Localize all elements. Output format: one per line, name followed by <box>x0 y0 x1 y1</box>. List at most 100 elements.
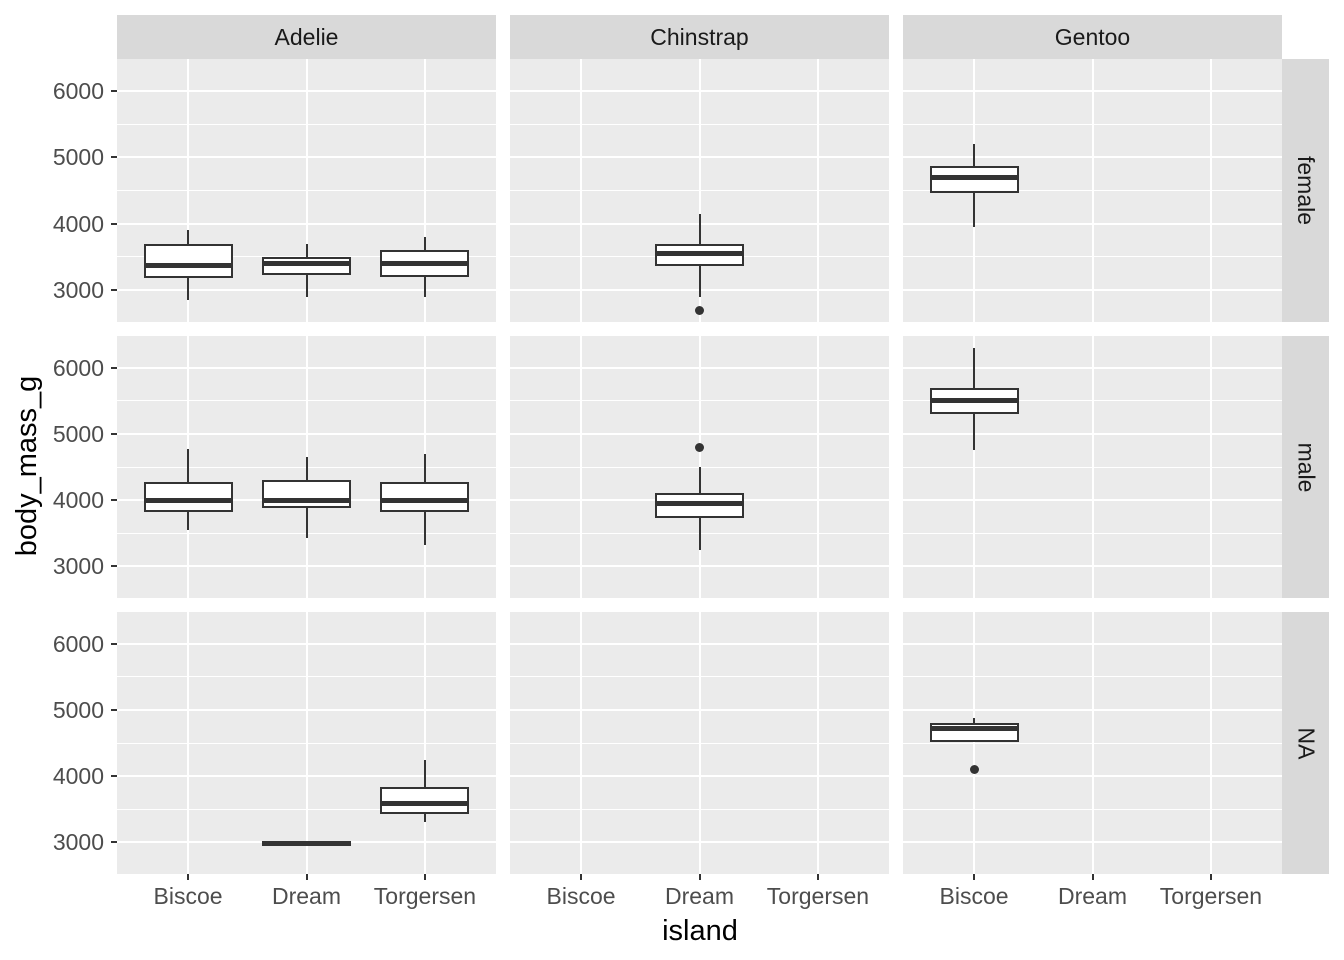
facet-col-label: Adelie <box>274 23 339 50</box>
boxplot-gentoo-male-biscoe-lower-whisker <box>973 414 976 451</box>
y-axis-tick-label: 3000 <box>52 277 104 304</box>
y-axis-tick-label: 3000 <box>52 829 104 856</box>
gridline-major-vertical <box>1209 59 1212 322</box>
y-axis-tick-label: 6000 <box>52 77 104 104</box>
boxplot-adelie-male-dream-lower-whisker <box>305 508 308 539</box>
boxplot-chinstrap-male-dream-median-line <box>655 500 744 506</box>
y-axis-tick-mark <box>111 642 117 645</box>
boxplot-chinstrap-male-dream-upper-whisker <box>698 467 701 494</box>
x-axis-tick-label: Dream <box>1057 883 1127 909</box>
boxplot-adelie-male-dream-median-line <box>262 497 351 503</box>
boxplot-adelie-female-biscoe-median-line <box>143 262 233 268</box>
gridline-major-vertical <box>187 59 190 322</box>
boxplot-gentoo-female-biscoe-lower-whisker <box>973 193 976 228</box>
panel-male-Gentoo <box>903 336 1282 598</box>
y-axis-tick-mark <box>111 432 117 435</box>
boxplot-gentoo-male-biscoe-upper-whisker <box>973 347 976 388</box>
y-axis-tick-label: 5000 <box>52 696 104 723</box>
facet-col-strip-adelie: Adelie <box>117 15 496 59</box>
boxplot-chinstrap-male-dream-outlier-point <box>695 442 704 452</box>
y-axis-tick-mark <box>111 565 117 568</box>
x-axis-tick-mark <box>187 874 190 880</box>
y-axis-tick-mark <box>111 289 117 292</box>
gridline-major-vertical <box>580 336 583 598</box>
gridline-major-vertical <box>580 612 583 874</box>
boxplot-adelie-male-biscoe-box <box>143 481 233 512</box>
y-axis-tick-label: 5000 <box>52 144 104 171</box>
facet-row-label: male <box>1293 442 1320 492</box>
boxplot-gentoo-female-biscoe-median-line <box>929 174 1019 180</box>
boxplot-adelie-female-biscoe-box <box>143 243 233 279</box>
panel-female-Adelie <box>117 59 496 322</box>
boxplot-adelie-na-torgersen-upper-whisker <box>423 759 426 787</box>
boxplot-adelie-na-torgersen-box <box>380 786 470 814</box>
y-axis-tick-label: 5000 <box>52 420 104 447</box>
facet-row-label: female <box>1293 155 1320 226</box>
panel-male-Adelie <box>117 336 496 598</box>
x-axis-tick-label: Dream <box>664 883 734 909</box>
x-axis-tick-label: Dream <box>271 883 341 909</box>
gridline-major-vertical <box>305 612 308 874</box>
boxplot-adelie-male-torgersen-upper-whisker <box>423 453 426 482</box>
gridline-major-vertical <box>698 59 701 322</box>
y-axis-tick-mark <box>111 708 117 711</box>
boxplot-adelie-male-torgersen-box <box>380 481 470 512</box>
boxplot-adelie-female-dream-median-line <box>262 261 351 267</box>
boxplot-adelie-female-torgersen-median-line <box>380 261 470 267</box>
boxplot-adelie-male-biscoe-upper-whisker <box>187 448 190 482</box>
y-axis-tick-mark <box>111 222 117 225</box>
y-axis-title: body_mass_g <box>11 375 43 557</box>
boxplot-adelie-male-biscoe-lower-whisker <box>187 511 190 530</box>
x-axis-tick-label: Torgersen <box>1159 883 1263 909</box>
y-axis-tick-mark <box>111 841 117 844</box>
x-axis-tick-mark <box>580 874 583 880</box>
y-axis-tick-label: 6000 <box>52 354 104 381</box>
boxplot-gentoo-na-biscoe-outlier-point <box>969 764 979 774</box>
boxplot-chinstrap-female-dream-upper-whisker <box>698 213 701 245</box>
panel-female-Gentoo <box>903 59 1282 322</box>
boxplot-adelie-female-dream-lower-whisker <box>305 275 308 297</box>
y-axis-tick-label: 4000 <box>52 487 104 514</box>
gridline-major-vertical <box>1209 336 1212 598</box>
boxplot-chinstrap-female-dream-lower-whisker <box>698 266 701 297</box>
gridline-major-vertical <box>423 612 426 874</box>
boxplot-adelie-female-torgersen-lower-whisker <box>423 276 426 297</box>
boxplot-adelie-male-biscoe-median-line <box>143 497 233 503</box>
y-axis-tick-mark <box>111 366 117 369</box>
gridline-major-vertical <box>816 336 819 598</box>
boxplot-chinstrap-female-dream-median-line <box>655 251 744 257</box>
x-axis-tick-mark <box>423 874 426 880</box>
boxplot-adelie-na-torgersen-lower-whisker <box>423 813 426 823</box>
x-axis-title: island <box>662 915 738 947</box>
facet-row-strip-male: male <box>1282 336 1329 598</box>
facet-row-strip-na: NA <box>1282 612 1329 874</box>
gridline-major-vertical <box>816 59 819 322</box>
y-axis-tick-label: 4000 <box>52 763 104 790</box>
x-axis-tick-label: Torgersen <box>766 883 870 909</box>
x-axis-tick-mark <box>1091 874 1094 880</box>
gridline-major-vertical <box>698 612 701 874</box>
x-axis-tick-mark <box>816 874 819 880</box>
gridline-major-vertical <box>1209 612 1212 874</box>
y-axis-tick-mark <box>111 156 117 159</box>
gridline-major-vertical <box>187 612 190 874</box>
boxplot-adelie-male-torgersen-median-line <box>380 497 470 503</box>
gridline-major-vertical <box>973 612 976 874</box>
facet-col-label: Chinstrap <box>650 23 749 50</box>
boxplot-adelie-female-biscoe-lower-whisker <box>187 278 190 301</box>
panel-NA-Chinstrap <box>510 612 889 874</box>
gridline-major-vertical <box>305 59 308 322</box>
gridline-major-vertical <box>423 59 426 322</box>
facet-row-strip-female: female <box>1282 59 1329 322</box>
x-axis-tick-mark <box>973 874 976 880</box>
gridline-major-vertical <box>816 612 819 874</box>
x-axis-tick-label: Biscoe <box>939 883 1009 909</box>
boxplot-adelie-na-torgersen-median-line <box>380 800 470 806</box>
gridline-major-vertical <box>1091 336 1094 598</box>
boxplot-gentoo-na-biscoe-median-line <box>929 726 1019 732</box>
boxplot-gentoo-male-biscoe-median-line <box>929 398 1019 404</box>
y-axis-tick-mark <box>111 89 117 92</box>
facet-col-strip-gentoo: Gentoo <box>903 15 1282 59</box>
facet-col-strip-chinstrap: Chinstrap <box>510 15 889 59</box>
